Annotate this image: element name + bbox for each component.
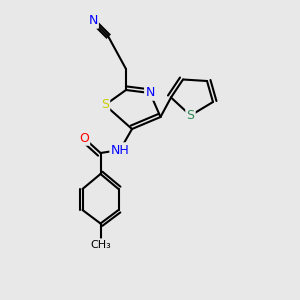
Text: O: O — [79, 131, 89, 145]
Text: N: N — [145, 86, 155, 100]
Text: CH₃: CH₃ — [90, 239, 111, 250]
Text: NH: NH — [111, 143, 129, 157]
Text: S: S — [101, 98, 109, 112]
Text: S: S — [187, 109, 194, 122]
Text: N: N — [88, 14, 98, 28]
